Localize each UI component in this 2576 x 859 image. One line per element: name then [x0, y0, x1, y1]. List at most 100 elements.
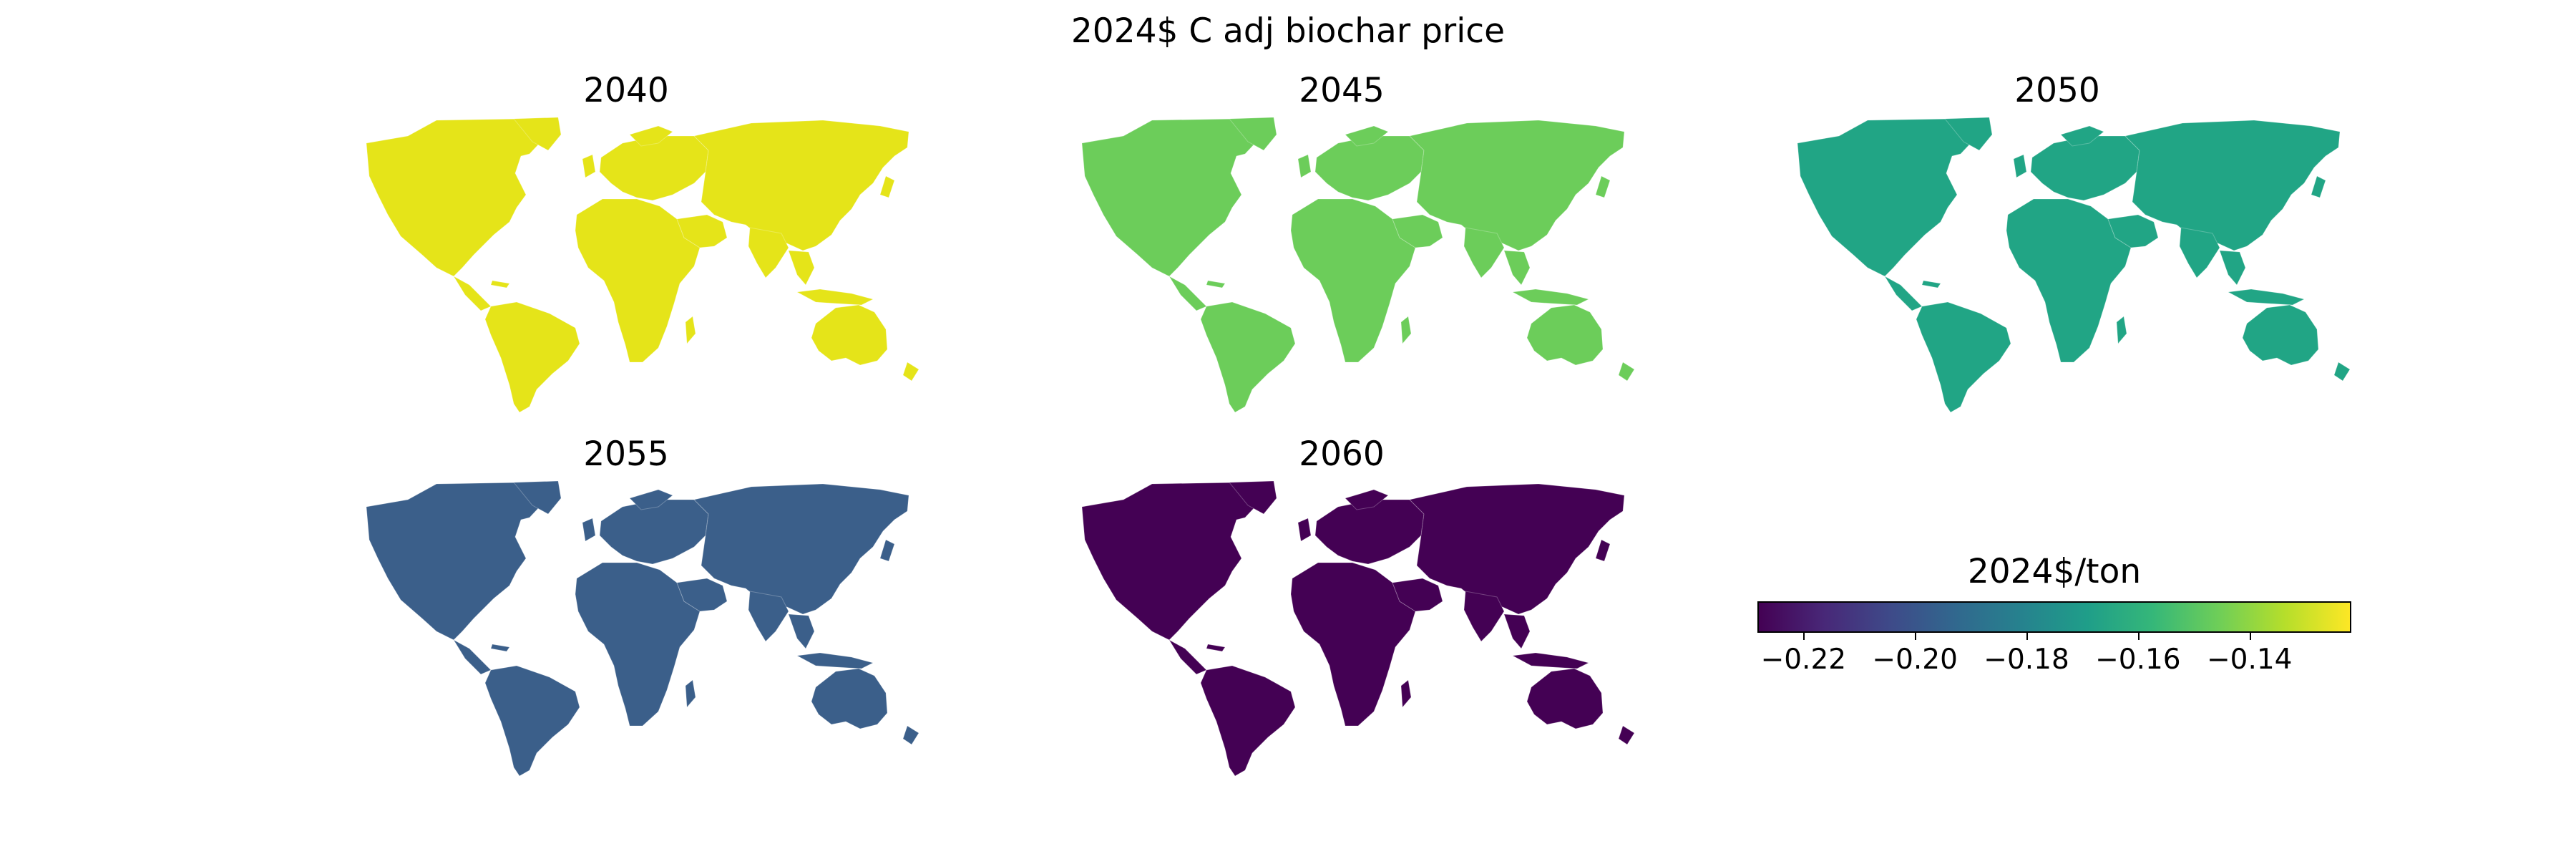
- region-south-america: [1200, 665, 1296, 777]
- region-greenland: [1228, 117, 1277, 151]
- region-uk-isles: [582, 518, 596, 542]
- region-south-america: [1916, 301, 2011, 413]
- region-central-america: [1168, 275, 1207, 311]
- region-india: [748, 591, 789, 642]
- region-australia: [2242, 304, 2319, 366]
- colorbar-tick-label: −0.22: [1760, 644, 1847, 676]
- region-japan: [2311, 175, 2326, 198]
- colorbar: 2024$/ton −0.22 −0.20 −0.18 −0.16 −0.14: [1757, 551, 2351, 694]
- region-india: [748, 227, 789, 278]
- region-madagascar: [1400, 679, 1412, 709]
- colorbar-label: 2024$/ton: [1967, 552, 2142, 591]
- region-scandinavia: [629, 125, 673, 147]
- region-greenland: [512, 480, 562, 515]
- region-central-america: [452, 639, 492, 675]
- region-europe: [599, 135, 709, 201]
- region-southeast-asia: [788, 250, 815, 286]
- region-north-america: [1081, 118, 1260, 277]
- region-southeast-asia: [2219, 250, 2246, 286]
- region-japan: [1595, 539, 1611, 562]
- region-arabia: [676, 578, 728, 612]
- region-japan: [879, 175, 895, 198]
- region-africa: [2006, 198, 2132, 363]
- region-uk-isles: [2013, 154, 2027, 178]
- region-asia: [693, 483, 909, 615]
- colorbar-tick: [1915, 631, 1917, 640]
- region-india: [1463, 591, 1505, 642]
- colorbar-tick: [2137, 631, 2140, 640]
- region-japan: [1595, 175, 1611, 198]
- region-north-america: [366, 118, 545, 277]
- region-uk-isles: [1297, 154, 1312, 178]
- figure-title: 2024$ C adj biochar price: [1070, 11, 1506, 51]
- region-scandinavia: [1345, 489, 1389, 510]
- region-south-america: [484, 301, 580, 413]
- region-south-america: [484, 665, 580, 777]
- region-arabia: [2107, 214, 2159, 248]
- region-arabia: [1392, 214, 1443, 248]
- colorbar-tick-label: −0.16: [2095, 644, 2181, 676]
- world-map: [1797, 117, 2351, 413]
- region-new-zealand: [902, 361, 919, 382]
- region-indonesia: [1511, 652, 1590, 669]
- region-madagascar: [1400, 316, 1412, 345]
- region-north-america: [1081, 482, 1260, 641]
- region-north-america: [1797, 118, 1976, 277]
- map-panel-2045: 2045: [1038, 71, 1646, 415]
- region-europe: [1314, 499, 1425, 565]
- region-africa: [1290, 198, 1416, 363]
- region-north-america: [366, 482, 545, 641]
- panel-title: 2055: [583, 435, 669, 474]
- map-panel-2060: 2060: [1038, 435, 1646, 779]
- region-new-zealand: [902, 725, 919, 745]
- region-australia: [1526, 304, 1604, 366]
- colorbar-tick: [2026, 631, 2029, 640]
- region-india: [1463, 227, 1505, 278]
- panel-title: 2060: [1299, 435, 1385, 474]
- region-central-america: [1168, 639, 1207, 675]
- region-scandinavia: [1345, 125, 1389, 147]
- region-scandinavia: [629, 489, 673, 510]
- panel-title: 2045: [1299, 71, 1385, 110]
- colorbar-tick-label: −0.18: [1984, 644, 2069, 676]
- region-europe: [599, 499, 709, 565]
- region-southeast-asia: [788, 613, 815, 649]
- world-map: [1081, 117, 1635, 413]
- region-arabia: [676, 214, 728, 248]
- panel-title: 2050: [2014, 71, 2100, 110]
- region-madagascar: [685, 679, 696, 709]
- map-panel-2055: 2055: [322, 435, 930, 779]
- region-caribbean: [1206, 280, 1226, 288]
- region-india: [2179, 227, 2220, 278]
- map-panel-2050: 2050: [1753, 71, 2361, 415]
- region-caribbean: [1921, 280, 1941, 288]
- region-australia: [811, 304, 888, 366]
- region-indonesia: [796, 652, 874, 669]
- region-indonesia: [2227, 288, 2306, 306]
- region-southeast-asia: [1503, 613, 1531, 649]
- region-caribbean: [490, 644, 510, 652]
- region-africa: [1290, 562, 1416, 727]
- map-panel-2040: 2040: [322, 71, 930, 415]
- region-caribbean: [1206, 644, 1226, 652]
- region-indonesia: [796, 288, 874, 306]
- region-caribbean: [490, 280, 510, 288]
- region-africa: [575, 562, 701, 727]
- region-australia: [811, 668, 888, 729]
- region-new-zealand: [1618, 725, 1635, 745]
- region-greenland: [512, 117, 562, 151]
- region-southeast-asia: [1503, 250, 1531, 286]
- region-new-zealand: [1618, 361, 1635, 382]
- region-australia: [1526, 668, 1604, 729]
- world-map: [366, 480, 919, 777]
- colorbar-tick: [1803, 631, 1805, 640]
- region-uk-isles: [1297, 518, 1312, 542]
- region-europe: [2030, 135, 2140, 201]
- region-central-america: [1883, 275, 1923, 311]
- region-uk-isles: [582, 154, 596, 178]
- colorbar-tick: [2249, 631, 2251, 640]
- region-madagascar: [685, 316, 696, 345]
- world-map: [1081, 480, 1635, 777]
- region-asia: [1409, 483, 1625, 615]
- panel-title: 2040: [583, 71, 669, 110]
